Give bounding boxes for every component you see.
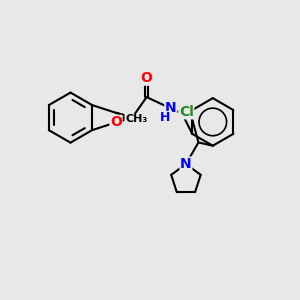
Text: N: N	[165, 101, 177, 115]
Text: N: N	[180, 157, 192, 171]
Text: CH₃: CH₃	[125, 114, 147, 124]
Text: Cl: Cl	[179, 105, 194, 119]
Text: O: O	[110, 116, 122, 129]
Text: H: H	[160, 112, 170, 124]
Text: O: O	[141, 71, 152, 85]
